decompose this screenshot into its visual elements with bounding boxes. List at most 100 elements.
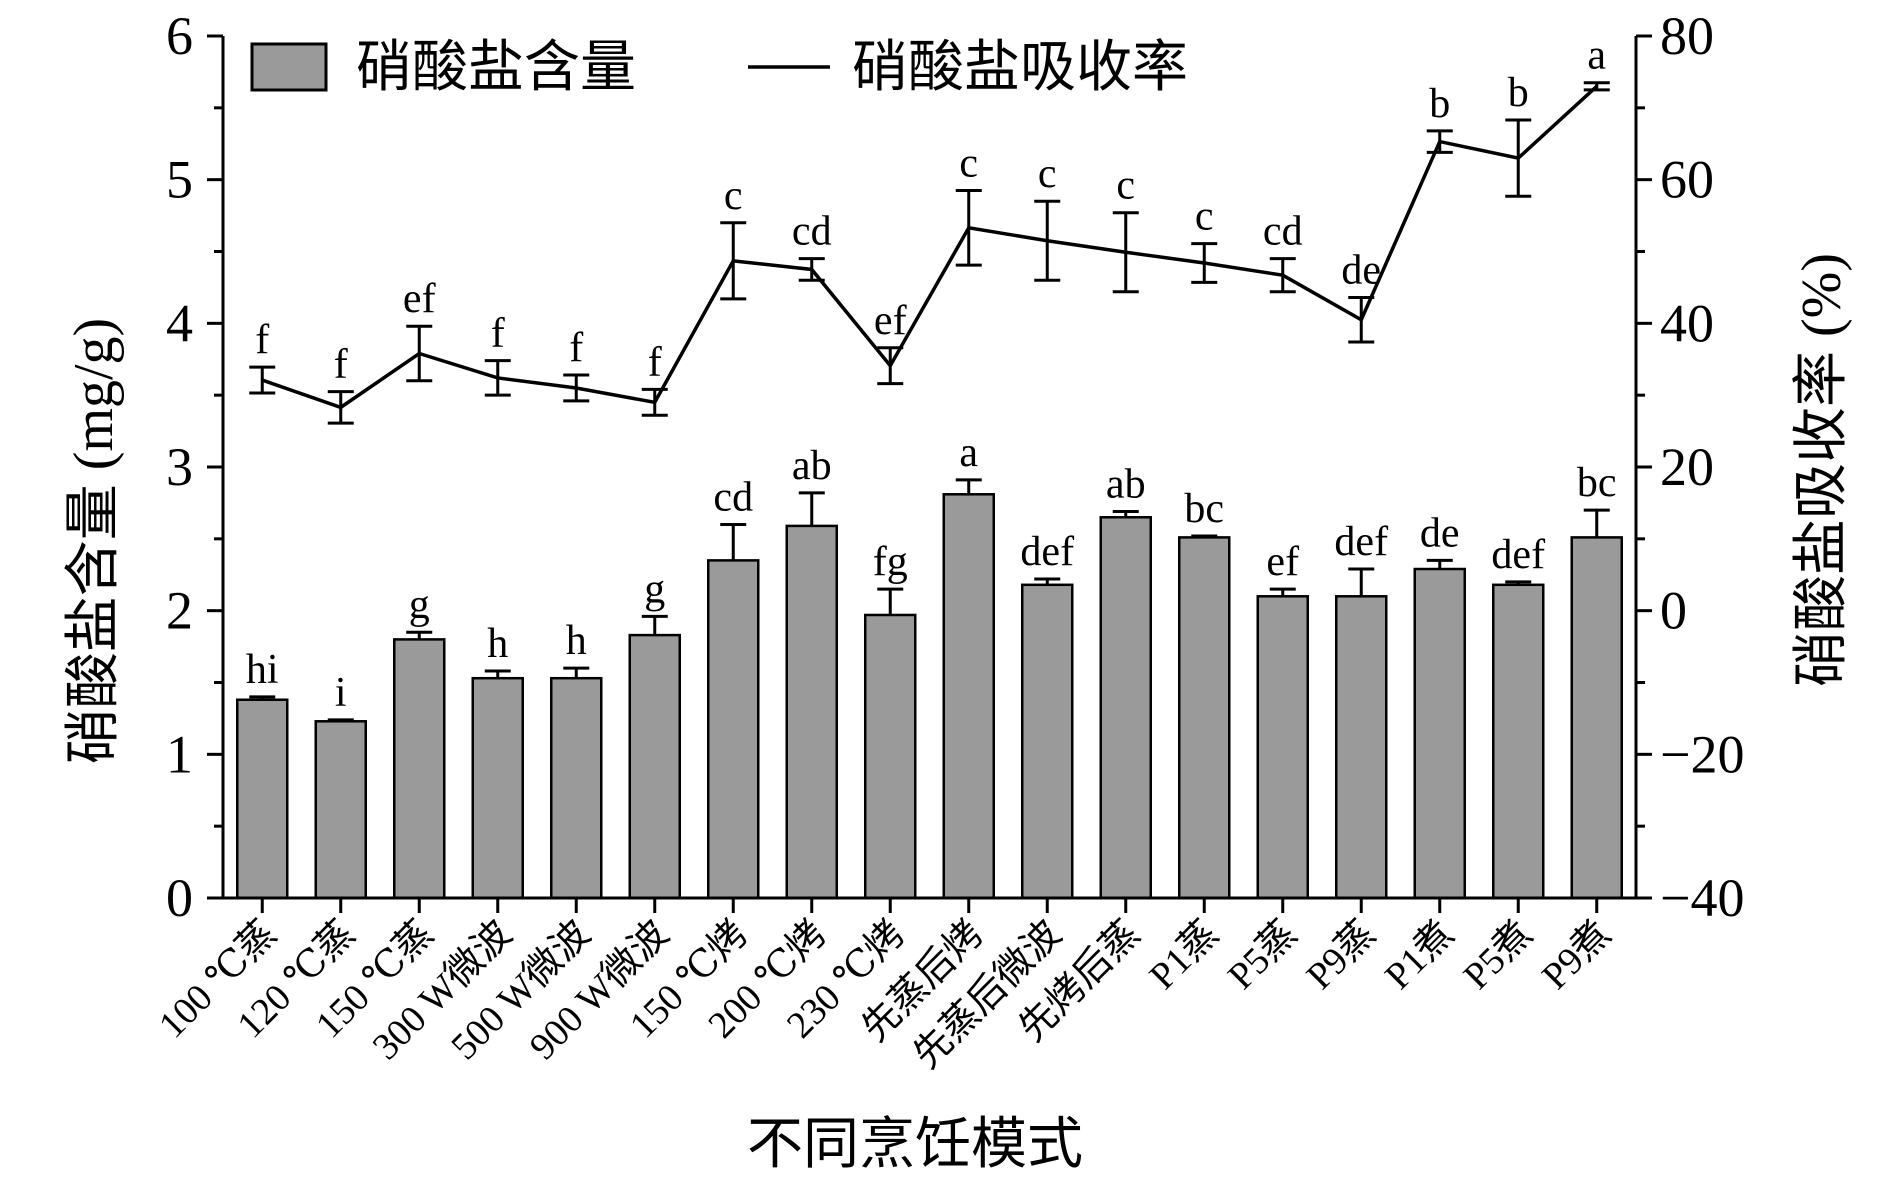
bar-significance-letter: g xyxy=(644,566,665,612)
legend-line-label: 硝酸盐吸收率 xyxy=(852,37,1188,99)
bar-significance-letter: def xyxy=(1491,532,1545,578)
legend-bar-swatch xyxy=(250,42,328,92)
x-category-label: P9煮 xyxy=(1534,913,1619,998)
bar-significance-letter: def xyxy=(1334,519,1388,565)
right-tick-label: −40 xyxy=(1660,868,1744,928)
right-tick-label: 0 xyxy=(1660,581,1687,641)
line-significance-letter: f xyxy=(648,339,662,385)
bar-error-bar xyxy=(720,522,747,561)
left-y-axis-title: 硝酸盐含量 (mg/g) xyxy=(63,318,125,764)
bar xyxy=(1570,536,1623,900)
bar-significance-letter: def xyxy=(1020,529,1074,575)
right-tick-label: 60 xyxy=(1660,150,1714,210)
right-y-axis-title: 硝酸盐吸收率 (%) xyxy=(1791,253,1853,687)
line-significance-letter: c xyxy=(959,140,978,186)
bar xyxy=(393,638,446,900)
bar-significance-letter: h xyxy=(566,618,587,664)
x-category-label: P1蒸 xyxy=(1142,913,1227,998)
bar-significance-letter: fg xyxy=(873,539,908,585)
x-category-label: P5蒸 xyxy=(1220,913,1305,998)
right-tick-label: 40 xyxy=(1660,293,1714,353)
line-significance-letter: c xyxy=(1116,163,1135,209)
line-significance-letter: de xyxy=(1341,247,1381,293)
bar-significance-letter: bc xyxy=(1184,486,1224,532)
bar-error-bar xyxy=(1583,508,1610,538)
line-errors-layer xyxy=(249,81,1610,425)
bar-error-bar xyxy=(249,695,276,700)
bar xyxy=(1492,583,1545,900)
x-category-label: P1煮 xyxy=(1377,913,1462,998)
bar-significance-letter: i xyxy=(335,670,347,716)
bar-error-bar xyxy=(1112,510,1139,518)
left-tick-label: 1 xyxy=(166,724,193,784)
bar-significance-letter: h xyxy=(487,621,508,667)
bar-error-bar xyxy=(1191,534,1218,538)
left-tick-label: 2 xyxy=(166,581,193,641)
bar xyxy=(707,559,760,900)
bar xyxy=(314,720,367,900)
line-significance-letter: cd xyxy=(792,209,832,255)
bar xyxy=(1178,536,1231,900)
bar-significance-letter: bc xyxy=(1577,460,1617,506)
line-significance-letter: ef xyxy=(874,298,907,344)
bar xyxy=(471,676,524,900)
absorption-rate-line xyxy=(261,84,1598,410)
bar-error-bar xyxy=(406,630,433,640)
left-tick-label: 6 xyxy=(166,6,193,66)
bars-layer xyxy=(236,493,1623,900)
bar-error-bar xyxy=(1269,587,1296,597)
bar xyxy=(628,633,681,900)
left-tick-label: 3 xyxy=(166,437,193,497)
bar-significance-letter: de xyxy=(1420,510,1460,556)
left-tick-label: 0 xyxy=(166,868,193,928)
bar-errors-layer xyxy=(249,478,1610,722)
bar xyxy=(785,524,838,900)
bar-significance-letter: ab xyxy=(792,443,832,489)
right-tick-label: 20 xyxy=(1660,437,1714,497)
bar-significance-letter: g xyxy=(409,582,430,628)
bar-significance-letter: ef xyxy=(1266,539,1299,585)
line-significance-letter: f xyxy=(491,311,505,357)
bar xyxy=(1335,595,1388,900)
bar xyxy=(864,613,917,900)
line-significance-letter: cd xyxy=(1263,209,1303,255)
line-significance-letter: f xyxy=(334,342,348,388)
line-significance-letter: c xyxy=(724,173,743,219)
line-significance-letter: c xyxy=(1195,194,1214,240)
bar-error-bar xyxy=(1348,567,1375,597)
bar-significance-letter: ab xyxy=(1106,462,1146,508)
right-tick-label: 80 xyxy=(1660,6,1714,66)
bar-error-bar xyxy=(798,491,825,526)
bar xyxy=(1256,595,1309,900)
legend: 硝酸盐含量 硝酸盐吸收率 xyxy=(250,37,1188,99)
left-tick-label: 4 xyxy=(166,293,193,353)
legend-bar-label: 硝酸盐含量 xyxy=(356,37,636,99)
right-y-ticks: −40 −20 0 20 40 60 80 xyxy=(1636,6,1744,928)
bar xyxy=(1099,516,1152,900)
bar-error-bar xyxy=(1505,580,1532,585)
line-significance-letter: f xyxy=(569,325,583,371)
line-significance-letter: ef xyxy=(403,276,436,322)
bar-significance-letter: hi xyxy=(246,647,279,693)
left-tick-label: 5 xyxy=(166,150,193,210)
bar-significance-letter: a xyxy=(959,430,978,476)
bar xyxy=(550,676,603,900)
line-significance-letter: f xyxy=(255,317,269,363)
line-significance-letter: a xyxy=(1587,33,1606,79)
bar-error-bar xyxy=(484,669,511,679)
bar xyxy=(1021,583,1074,900)
x-axis-title: 不同烹饪模式 xyxy=(747,1114,1083,1176)
bar xyxy=(236,698,289,900)
bar-error-bar xyxy=(563,666,590,679)
x-category-label: P9蒸 xyxy=(1299,913,1384,998)
line-significance-letter: b xyxy=(1508,70,1529,116)
bar xyxy=(942,493,995,900)
bar-significance-letter: cd xyxy=(713,474,753,520)
bar-error-bar xyxy=(1426,558,1453,570)
bar-error-bar xyxy=(877,587,904,615)
bar-error-bar xyxy=(641,614,668,636)
line-significance-letter: b xyxy=(1429,81,1450,127)
